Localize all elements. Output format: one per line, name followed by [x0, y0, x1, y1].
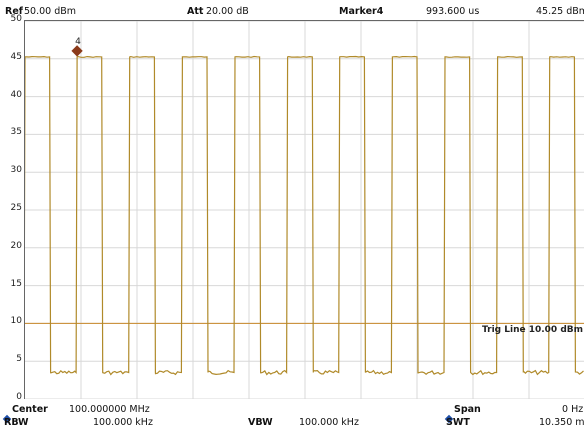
att-label: Att: [187, 6, 204, 17]
vbw-label: VBW: [248, 417, 273, 428]
spectrum-plot[interactable]: 4 Trig Line 10.00 dBm: [23, 20, 584, 400]
marker-label: Marker4: [339, 6, 384, 17]
y-tick-label: 35: [10, 127, 22, 138]
y-tick-label: 25: [10, 203, 22, 213]
header-bar: Ref 50.00 dBm Att 20.00 dB Marker4 993.6…: [0, 0, 584, 18]
att-value: 20.00 dB: [206, 6, 249, 17]
y-tick-label: 40: [10, 89, 22, 100]
swt-label-text: SWT: [446, 417, 470, 428]
center-label: Center: [12, 404, 48, 415]
ref-label: Ref: [5, 6, 23, 17]
y-tick-label: 15: [10, 278, 22, 289]
trace-chart: 4: [23, 20, 584, 400]
vbw-value: 100.000 kHz: [299, 417, 359, 428]
y-tick-label: 0: [16, 392, 22, 402]
center-value: 100.000000 MHz: [69, 404, 150, 415]
marker-id-label: 4: [75, 37, 81, 47]
marker-x-value: 993.600 us: [426, 6, 480, 17]
y-tick-label: 10: [10, 316, 22, 327]
y-tick-label: 50: [10, 14, 22, 24]
ref-value: 50.00 dBm: [24, 6, 77, 17]
rbw-label-text: RBW: [4, 417, 29, 428]
y-tick-label: 20: [10, 240, 22, 251]
marker-y-value: 45.25 dBm: [536, 6, 584, 17]
trigger-line-label: Trig Line 10.00 dBm: [482, 325, 583, 336]
swt-value: 10.350 ms: [539, 417, 584, 428]
grid-lines: [25, 20, 584, 400]
y-tick-label: 5: [16, 354, 22, 365]
span-value: 0 Hz: [562, 404, 584, 415]
span-label: Span: [454, 404, 481, 415]
y-tick-label: 45: [10, 51, 22, 62]
y-tick-label: 30: [10, 165, 22, 176]
rbw-value: 100.000 kHz: [93, 417, 153, 428]
trace-line: [23, 55, 584, 376]
